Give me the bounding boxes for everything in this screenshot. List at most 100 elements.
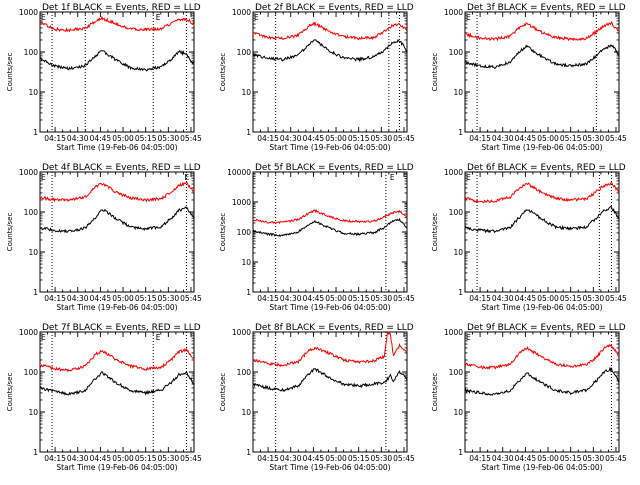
y-tick-label: 100 [24, 48, 39, 57]
y-tick-label: 1 [33, 288, 38, 297]
x-tick-label: 04:15 [469, 134, 491, 143]
y-tick-label: 1 [246, 128, 251, 137]
e-marker-label: E [254, 13, 259, 22]
x-tick-label: 04:15 [44, 454, 66, 463]
x-tick-label: 04:45 [515, 294, 537, 303]
y-tick-label: 1 [458, 288, 463, 297]
x-tick-label: 05:30 [158, 294, 180, 303]
panel-det-1: Det 1f BLACK = Events, RED = LLD 1 10 100 10… [6, 3, 202, 152]
e-marker-label: E [390, 173, 395, 182]
plot-frame [39, 331, 195, 453]
x-tick-label: 05:30 [583, 134, 605, 143]
y-axis-label: Counts/sec [6, 213, 14, 252]
panel-det-9: Det 9f BLACK = Events, RED = LLD 1 10 100 10… [431, 323, 627, 472]
x-axis-label: Start Time (19-Feb-06 04:05:00) [481, 463, 602, 472]
series-lld-line [252, 331, 408, 368]
y-tick-label: 10 [28, 408, 38, 417]
x-tick-label: 05:15 [348, 294, 370, 303]
y-tick-label: 100 [237, 228, 252, 237]
x-tick-label: 04:45 [303, 294, 325, 303]
y-axis-label: Counts/sec [219, 213, 227, 252]
plot-frame [252, 11, 408, 133]
x-tick-label: 04:45 [515, 134, 537, 143]
panel-det-8: Det 8f BLACK = Events, RED = LLD 1 10 100 10… [219, 323, 415, 472]
y-tick-label: 10 [453, 248, 463, 257]
series-lld-line [39, 347, 195, 373]
y-tick-label: 100 [449, 368, 464, 377]
y-axis-label: Counts/sec [431, 213, 439, 252]
x-tick-label: 05:30 [371, 134, 393, 143]
y-axis-label: Counts/sec [431, 373, 439, 412]
y-axis-label: Counts/sec [6, 373, 14, 412]
x-axis-label: Start Time (19-Feb-06 04:05:00) [56, 463, 177, 472]
x-tick-label: 05:15 [560, 294, 582, 303]
x-tick-label: 05:00 [325, 454, 347, 463]
x-tick-label: 05:45 [393, 454, 415, 463]
panel-det-7: Det 7f BLACK = Events, RED = LLD 1 10 100 10… [6, 323, 202, 472]
series-events-line [39, 206, 195, 234]
x-tick-label: 04:15 [44, 294, 66, 303]
y-tick-label: 10 [453, 88, 463, 97]
x-tick-label: 05:15 [560, 134, 582, 143]
y-tick-label: 1000 [232, 198, 251, 207]
x-tick-label: 04:30 [67, 134, 89, 143]
x-tick-label: 05:45 [393, 134, 415, 143]
x-tick-label: 04:15 [469, 294, 491, 303]
x-tick-label: 05:45 [605, 294, 627, 303]
plot-frame [464, 331, 620, 453]
y-tick-label: 1 [246, 448, 251, 457]
y-tick-label: 1 [458, 448, 463, 457]
y-tick-label: 1000 [19, 168, 38, 177]
x-tick-label: 05:00 [112, 454, 134, 463]
x-tick-label: 05:15 [348, 134, 370, 143]
x-tick-label: 05:45 [180, 454, 202, 463]
x-tick-label: 05:30 [583, 294, 605, 303]
plot-frame [39, 171, 195, 293]
y-axis-label: Counts/sec [6, 53, 14, 92]
x-tick-label: 04:45 [303, 454, 325, 463]
y-tick-label: 10 [28, 88, 38, 97]
x-tick-label: 04:45 [90, 134, 112, 143]
y-tick-label: 100 [24, 368, 39, 377]
x-axis-label: Start Time (19-Feb-06 04:05:00) [481, 143, 602, 152]
x-tick-label: 04:30 [67, 454, 89, 463]
x-tick-label: 05:45 [180, 134, 202, 143]
panel-title: Det 1f BLACK = Events, RED = LLD [42, 3, 201, 13]
x-tick-label: 05:00 [325, 294, 347, 303]
x-tick-label: 05:45 [180, 294, 202, 303]
x-tick-label: 05:45 [605, 454, 627, 463]
x-tick-label: 05:30 [158, 454, 180, 463]
y-axis-label: Counts/sec [219, 373, 227, 412]
x-tick-label: 05:00 [112, 134, 134, 143]
x-axis-label: Start Time (19-Feb-06 04:05:00) [481, 303, 602, 312]
series-lld-line [39, 181, 195, 203]
e-marker-label: E [41, 13, 46, 22]
y-tick-label: 100 [237, 48, 252, 57]
x-tick-label: 05:30 [371, 294, 393, 303]
y-tick-label: 1000 [444, 328, 463, 337]
panel-det-3: Det 3f BLACK = Events, RED = LLD 1 10 100 10… [431, 3, 627, 152]
series-events-line [252, 217, 408, 238]
y-tick-label: 1000 [19, 328, 38, 337]
x-tick-label: 05:15 [135, 294, 157, 303]
plot-frame [252, 331, 408, 453]
x-tick-label: 04:30 [492, 134, 514, 143]
x-axis-label: Start Time (19-Feb-06 04:05:00) [56, 143, 177, 152]
e-marker-label: E [184, 173, 189, 182]
e-marker-label: E [156, 13, 161, 22]
panel-title: Det 6f BLACK = Events, RED = LLD [467, 163, 626, 173]
series-lld-line [464, 181, 620, 204]
x-tick-label: 04:30 [280, 294, 302, 303]
panel-title: Det 7f BLACK = Events, RED = LLD [42, 323, 201, 333]
x-tick-label: 05:45 [393, 294, 415, 303]
x-tick-label: 05:15 [560, 454, 582, 463]
y-tick-label: 10 [28, 248, 38, 257]
plot-frame [39, 11, 195, 133]
y-tick-label: 100 [449, 208, 464, 217]
y-tick-label: 100 [449, 48, 464, 57]
panel-det-2: Det 2f BLACK = Events, RED = LLD 1 10 100 10… [219, 3, 415, 152]
series-events-line [39, 371, 195, 396]
x-tick-label: 05:45 [605, 134, 627, 143]
